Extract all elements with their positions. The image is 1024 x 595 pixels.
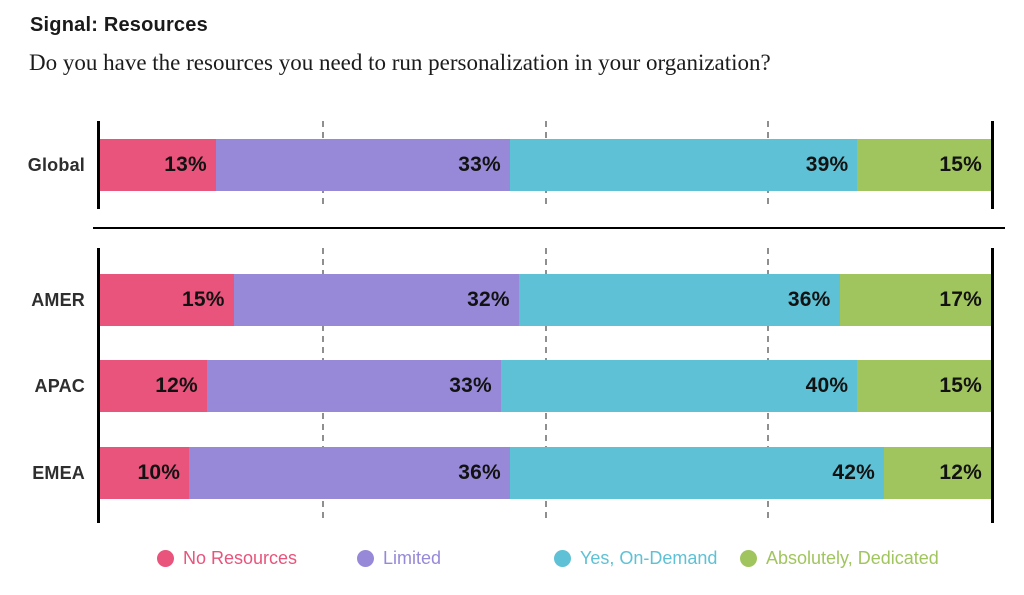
- legend-item-absolutely-dedicated: Absolutely, Dedicated: [740, 547, 939, 569]
- segment-value-label: 42%: [832, 461, 876, 484]
- bar-segment-absolutely-dedicated: 15%: [857, 139, 991, 191]
- bar-segment-no-resources: 13%: [100, 139, 216, 191]
- legend-item-no-resources: No Resources: [157, 547, 297, 569]
- bar-segment-no-resources: 12%: [100, 360, 207, 412]
- category-label: AMER: [31, 289, 85, 310]
- bar-segment-no-resources: 10%: [100, 447, 190, 499]
- segment-value-label: 39%: [805, 153, 849, 176]
- legend-dot-icon: [554, 549, 571, 567]
- legend-item-limited: Limited: [357, 547, 441, 569]
- legend-label: Yes, On-Demand: [580, 547, 718, 568]
- bar-segment-yes-on-demand: 36%: [518, 274, 840, 326]
- legend-dot-icon: [357, 549, 374, 567]
- segment-value-label: 15%: [939, 153, 982, 176]
- segment-value-label: 33%: [449, 374, 492, 397]
- bar-segment-limited: 32%: [233, 274, 519, 326]
- segment-value-label: 36%: [787, 288, 831, 311]
- segment-value-label: 15%: [182, 288, 225, 311]
- bar-segment-limited: 33%: [215, 139, 510, 191]
- segment-value-label: 10%: [137, 461, 181, 484]
- bar-segment-no-resources: 15%: [100, 274, 234, 326]
- segment-value-label: 33%: [458, 153, 501, 176]
- category-label: Global: [27, 154, 85, 175]
- chart-legend: No Resources Limited Yes, On-Demand Absolut…: [0, 547, 1024, 571]
- legend-label: No Resources: [183, 547, 298, 568]
- chart-title: Signal: Resources: [30, 14, 208, 36]
- bar-row-apac: APAC 12% 33% 40% 15%: [35, 360, 991, 412]
- group-separator-line: [93, 227, 1005, 229]
- regional-bar-group: AMER 15% 32% 36% 17% APAC 12% 33% 40% 15% EMEA 10% 3…: [31, 248, 994, 523]
- legend-dot-icon: [740, 549, 757, 567]
- bar-segment-yes-on-demand: 40%: [500, 360, 858, 412]
- legend-dot-icon: [157, 549, 174, 567]
- legend-label: Limited: [383, 547, 442, 568]
- segment-value-label: 12%: [155, 374, 198, 397]
- category-label: EMEA: [32, 462, 85, 483]
- segment-value-label: 32%: [467, 288, 510, 311]
- bar-segment-limited: 33%: [206, 360, 501, 412]
- bar-segment-yes-on-demand: 42%: [509, 447, 885, 499]
- chart-subtitle: Do you have the resources you need to ru…: [29, 50, 771, 75]
- segment-value-label: 36%: [458, 461, 501, 484]
- bar-segment-absolutely-dedicated: 12%: [884, 447, 991, 499]
- bar-segment-limited: 36%: [189, 447, 510, 499]
- bar-segment-yes-on-demand: 39%: [509, 139, 858, 191]
- segment-value-label: 13%: [164, 153, 207, 176]
- bar-row-emea: EMEA 10% 36% 42% 12%: [32, 447, 991, 499]
- bar-row-global: Global 13% 33% 39% 15%: [28, 139, 991, 191]
- legend-label: Absolutely, Dedicated: [766, 547, 939, 568]
- bar-segment-absolutely-dedicated: 17%: [839, 274, 991, 326]
- bar-row-amer: AMER 15% 32% 36% 17%: [31, 274, 991, 326]
- legend-item-yes-on-demand: Yes, On-Demand: [554, 547, 717, 569]
- bar-segment-absolutely-dedicated: 15%: [857, 360, 991, 412]
- segment-value-label: 40%: [805, 374, 849, 397]
- segment-value-label: 17%: [939, 288, 982, 311]
- segment-value-label: 12%: [939, 461, 982, 484]
- global-bar-group: Global 13% 33% 39% 15%: [28, 121, 994, 209]
- segment-value-label: 15%: [939, 374, 982, 397]
- category-label: APAC: [34, 375, 85, 396]
